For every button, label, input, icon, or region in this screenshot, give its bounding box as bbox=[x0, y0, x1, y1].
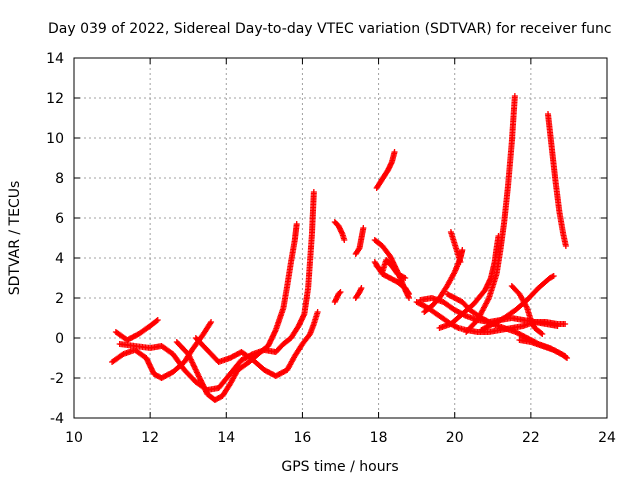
data-point bbox=[562, 321, 569, 327]
data-point bbox=[406, 291, 413, 297]
series-track-13 bbox=[373, 257, 409, 281]
x-tick-label: 24 bbox=[598, 430, 616, 446]
plot-frame bbox=[73, 57, 608, 419]
y-axis-title: SDTVAR / TECUs bbox=[7, 181, 23, 296]
y-tick-label: 14 bbox=[46, 51, 64, 67]
data-point bbox=[562, 243, 569, 249]
data-point bbox=[539, 331, 546, 337]
data-point bbox=[459, 247, 466, 253]
data-point bbox=[562, 353, 569, 359]
x-tick-label: 14 bbox=[217, 430, 235, 446]
chart-title: Day 039 of 2022, Sidereal Day-to-day VTE… bbox=[48, 21, 612, 37]
series-track-19 bbox=[463, 93, 518, 335]
series-track-23 bbox=[544, 111, 569, 249]
series-track-6 bbox=[331, 219, 348, 243]
data-point bbox=[207, 320, 214, 327]
data-point bbox=[358, 285, 365, 291]
data-point bbox=[391, 149, 398, 155]
series-track-2 bbox=[112, 317, 161, 343]
data-point bbox=[549, 273, 556, 280]
series-track-16 bbox=[421, 247, 466, 315]
data-point bbox=[454, 324, 461, 331]
data-point bbox=[293, 221, 300, 227]
y-tick-label: 10 bbox=[46, 131, 64, 147]
series-track-8 bbox=[352, 225, 367, 257]
series-track-10 bbox=[373, 149, 398, 191]
data-point bbox=[208, 319, 215, 325]
data-point bbox=[554, 323, 561, 329]
x-tick-label: 18 bbox=[370, 430, 388, 446]
data-point bbox=[341, 237, 348, 243]
data-point bbox=[405, 289, 412, 296]
data-point bbox=[360, 225, 367, 231]
series-track-9 bbox=[352, 285, 365, 301]
data-point bbox=[550, 273, 557, 279]
y-tick-label: 4 bbox=[55, 251, 64, 267]
series-track-24 bbox=[516, 337, 569, 359]
grid bbox=[74, 58, 607, 418]
x-axis-title: GPS time / hours bbox=[281, 459, 398, 475]
y-tick-label: -2 bbox=[50, 371, 64, 387]
data-point bbox=[457, 259, 464, 265]
y-tick-label: 2 bbox=[55, 291, 64, 307]
y-tick-label: 0 bbox=[55, 331, 64, 347]
series-track-5 bbox=[192, 309, 321, 379]
data-point bbox=[538, 330, 545, 337]
x-tick-label: 20 bbox=[446, 430, 464, 446]
data-point bbox=[153, 317, 160, 324]
data-point bbox=[310, 189, 317, 195]
x-tick-label: 12 bbox=[141, 430, 159, 446]
series-track-7 bbox=[331, 289, 344, 305]
data-point bbox=[336, 290, 343, 296]
data-point bbox=[314, 309, 321, 315]
data-point bbox=[511, 93, 518, 99]
series-track-21 bbox=[508, 283, 546, 337]
series-track-20 bbox=[436, 233, 502, 331]
y-tick-label: -4 bbox=[50, 411, 64, 427]
series-track-1 bbox=[109, 319, 215, 381]
x-tick-label: 10 bbox=[65, 430, 83, 446]
series-track-22 bbox=[478, 273, 557, 333]
x-tick-label: 22 bbox=[522, 430, 540, 446]
data-point bbox=[154, 317, 161, 323]
data-point bbox=[402, 275, 409, 281]
data-point bbox=[400, 274, 407, 281]
data-point bbox=[560, 352, 567, 359]
data-points bbox=[109, 93, 571, 403]
x-tick-label: 16 bbox=[294, 430, 312, 446]
y-tick-label: 6 bbox=[55, 211, 64, 227]
data-point bbox=[495, 233, 502, 239]
y-tick-label: 12 bbox=[46, 91, 64, 107]
data-point bbox=[337, 289, 344, 295]
y-tick-label: 8 bbox=[55, 171, 64, 187]
series-track-17 bbox=[447, 229, 464, 265]
